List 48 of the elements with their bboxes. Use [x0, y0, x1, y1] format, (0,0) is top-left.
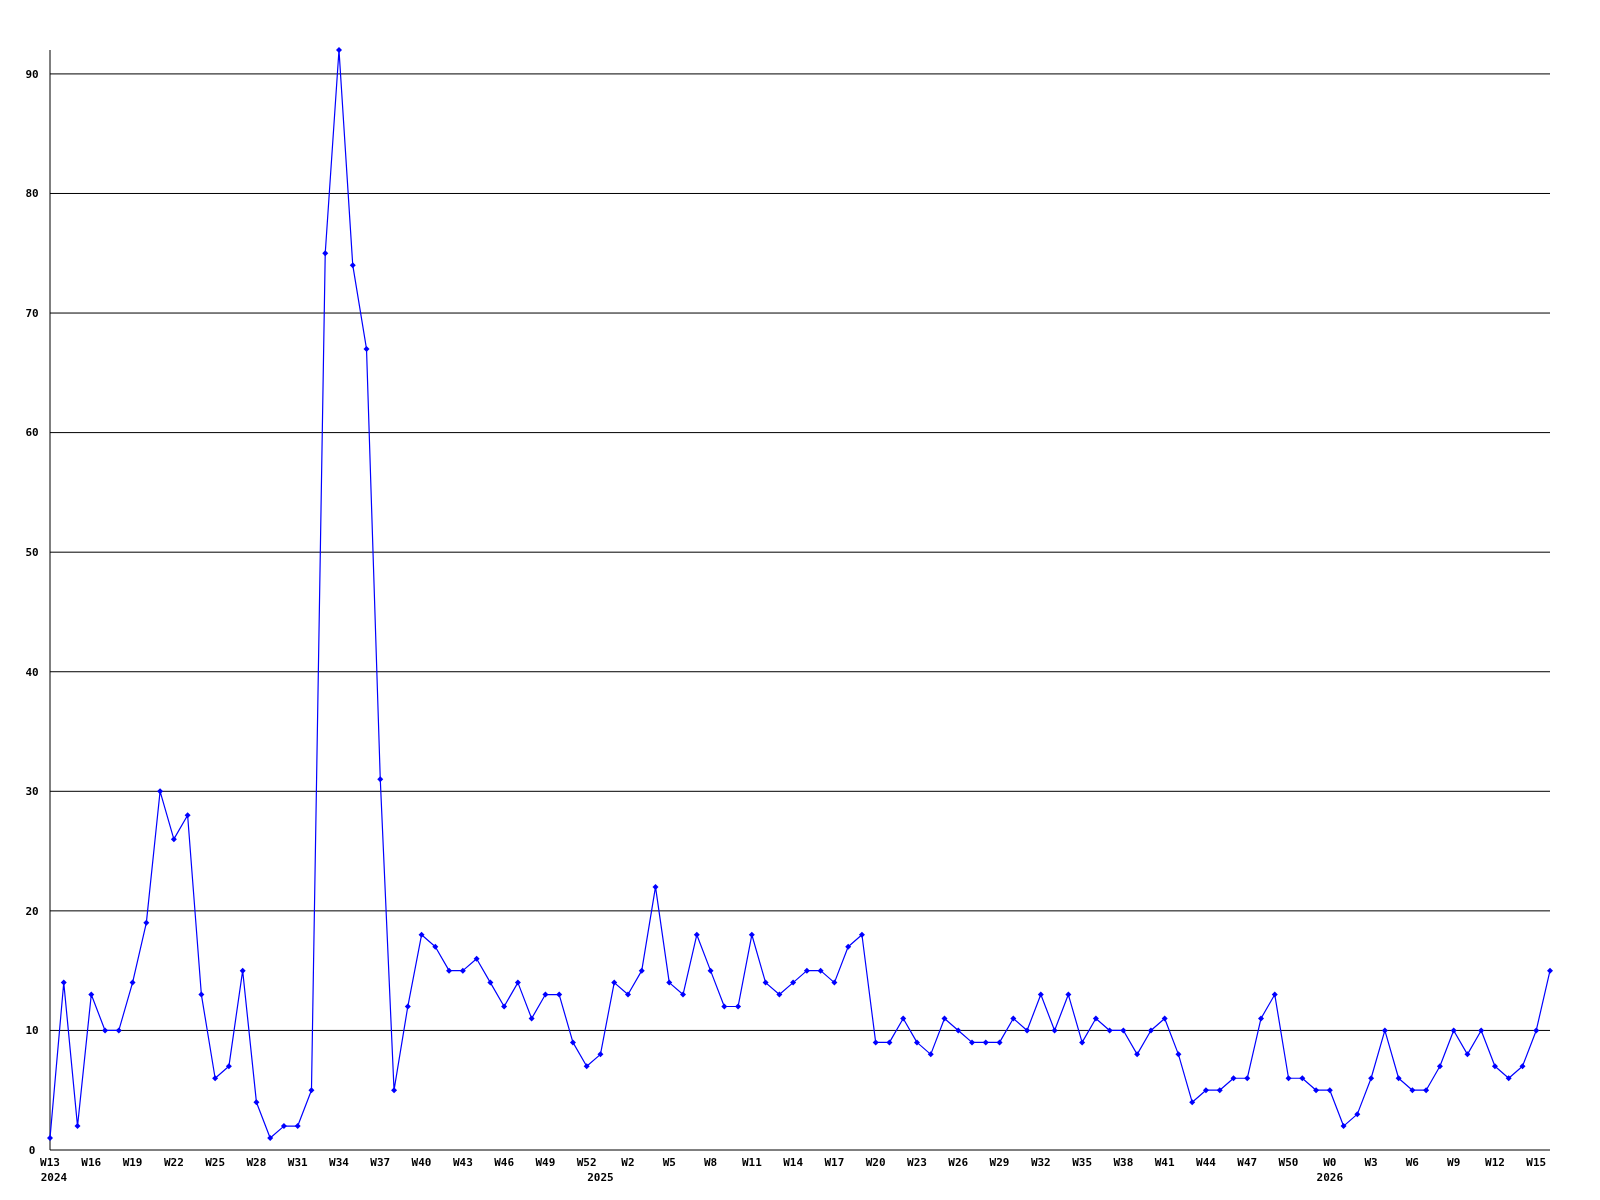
y-tick-label: 40	[25, 665, 39, 679]
x-tick-label: W17	[824, 1156, 845, 1169]
x-tick-label: W13 2024	[40, 1156, 68, 1184]
x-tick-label: W34	[329, 1156, 350, 1169]
x-tick-label: W20	[865, 1156, 886, 1169]
x-tick-label: W50	[1278, 1156, 1299, 1169]
y-tick-label: 80	[25, 187, 39, 201]
x-tick-label: W0 2026	[1316, 1156, 1344, 1184]
x-tick-label: W31	[287, 1156, 309, 1169]
x-tick-label: W46	[494, 1156, 515, 1169]
y-tick-label: 0	[28, 1143, 36, 1157]
y-tick-label: 20	[25, 904, 39, 918]
x-tick-label: W40	[411, 1156, 432, 1169]
x-tick-label: W16	[81, 1156, 102, 1169]
x-tick-label: W44	[1196, 1156, 1217, 1169]
x-tick-label: W22	[163, 1156, 184, 1169]
x-tick-label: W3	[1364, 1156, 1378, 1169]
x-tick-label: W8	[703, 1156, 718, 1169]
y-tick-label: 30	[25, 785, 39, 799]
x-tick-label: W6	[1405, 1156, 1420, 1169]
x-tick-label: W2	[621, 1156, 635, 1169]
x-tick-label: W43	[452, 1156, 473, 1169]
y-tick-label: 70	[25, 306, 39, 320]
y-tick-label: 50	[25, 546, 39, 560]
x-tick-label: W19	[122, 1156, 143, 1169]
x-tick-label: W32	[1030, 1156, 1051, 1169]
x-tick-label: W41	[1154, 1156, 1175, 1169]
y-tick-label: 60	[25, 426, 39, 440]
x-tick-label: 2025	[587, 1171, 614, 1184]
x-tick-label: W37	[370, 1156, 391, 1169]
x-tick-label: W12	[1485, 1156, 1505, 1169]
x-tick-label: W38	[1113, 1156, 1134, 1169]
x-tick-label: W5	[662, 1156, 676, 1169]
x-tick-label: W28	[246, 1156, 267, 1169]
x-tick-label: W29	[989, 1156, 1010, 1169]
x-tick-label: W52	[576, 1156, 597, 1169]
x-tick-label: W35	[1072, 1156, 1093, 1169]
x-tick-label: W25	[205, 1156, 226, 1169]
x-tick-label: W23	[907, 1156, 927, 1169]
x-tick-label: W14	[783, 1156, 804, 1169]
y-tick-label: 10	[25, 1024, 39, 1038]
x-tick-label: W49	[535, 1156, 556, 1169]
x-tick-label: W11	[741, 1156, 763, 1169]
x-tick-label: W26	[948, 1156, 969, 1169]
y-tick-label: 90	[25, 67, 39, 81]
x-tick-label: W47	[1237, 1156, 1258, 1169]
x-tick-label: W9	[1447, 1156, 1461, 1169]
x-tick-label: W15	[1526, 1156, 1547, 1169]
